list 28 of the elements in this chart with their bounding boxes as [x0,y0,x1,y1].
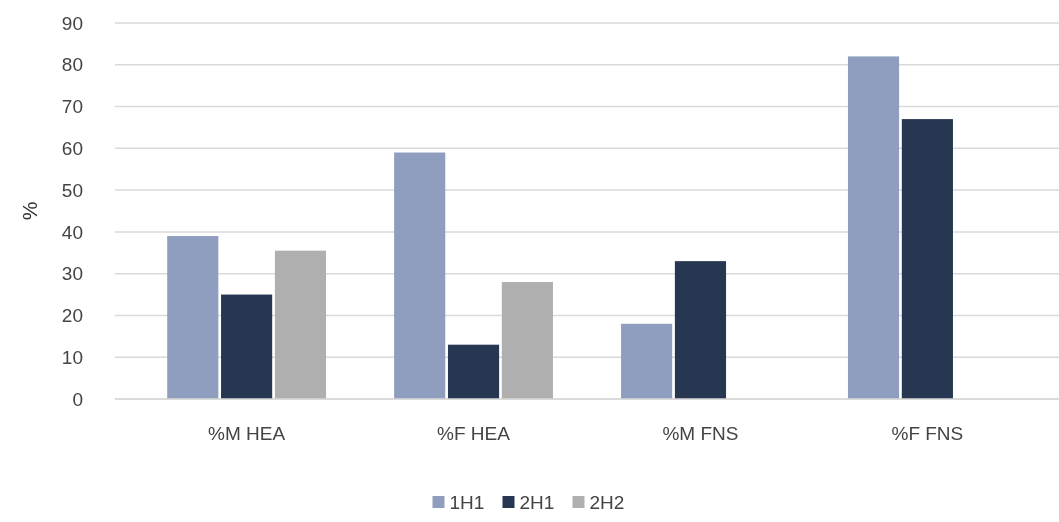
x-tick-label: %M HEA [208,423,286,444]
bar [501,282,553,399]
y-tick-label: 70 [61,96,83,118]
y-tick-label: 60 [61,137,83,159]
y-tick-label: 0 [72,388,83,410]
y-tick-label: 80 [61,54,83,76]
bar [447,344,500,399]
y-axis-title: % [18,201,42,221]
bar [674,261,727,399]
y-tick-label: 90 [61,12,83,34]
y-tick-label: 40 [61,221,83,243]
bar [901,119,953,399]
x-tick-label: %F HEA [437,423,511,444]
y-tick-label: 20 [61,305,83,327]
bar [621,323,673,399]
bar [394,152,446,399]
bar [847,56,900,399]
bar [274,250,327,399]
y-tick-label: 30 [61,263,83,285]
legend-label: 1H1 [449,492,485,513]
x-tick-label: %F FNS [891,423,964,444]
legend-label: 2H2 [589,492,625,513]
x-tick-label: %M FNS [662,423,739,444]
y-tick-label: 50 [61,179,83,201]
y-tick-label: 10 [61,346,83,368]
bar [167,236,219,399]
legend-label: 2H1 [519,492,555,513]
bar [221,294,273,399]
